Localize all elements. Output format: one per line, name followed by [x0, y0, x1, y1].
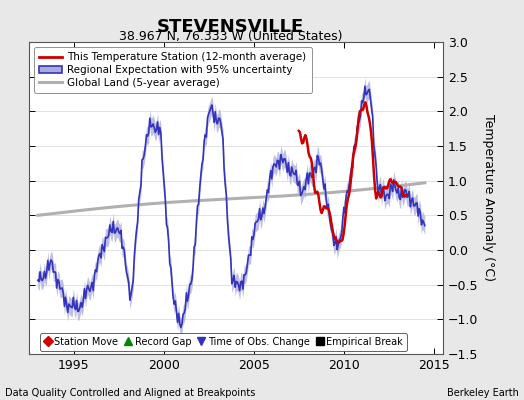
- Text: Data Quality Controlled and Aligned at Breakpoints: Data Quality Controlled and Aligned at B…: [5, 388, 256, 398]
- Legend: Station Move, Record Gap, Time of Obs. Change, Empirical Break: Station Move, Record Gap, Time of Obs. C…: [40, 333, 407, 351]
- Text: STEVENSVILLE: STEVENSVILLE: [157, 18, 304, 36]
- Text: 38.967 N, 76.333 W (United States): 38.967 N, 76.333 W (United States): [119, 30, 342, 43]
- Y-axis label: Temperature Anomaly (°C): Temperature Anomaly (°C): [482, 114, 495, 282]
- Text: Berkeley Earth: Berkeley Earth: [447, 388, 519, 398]
